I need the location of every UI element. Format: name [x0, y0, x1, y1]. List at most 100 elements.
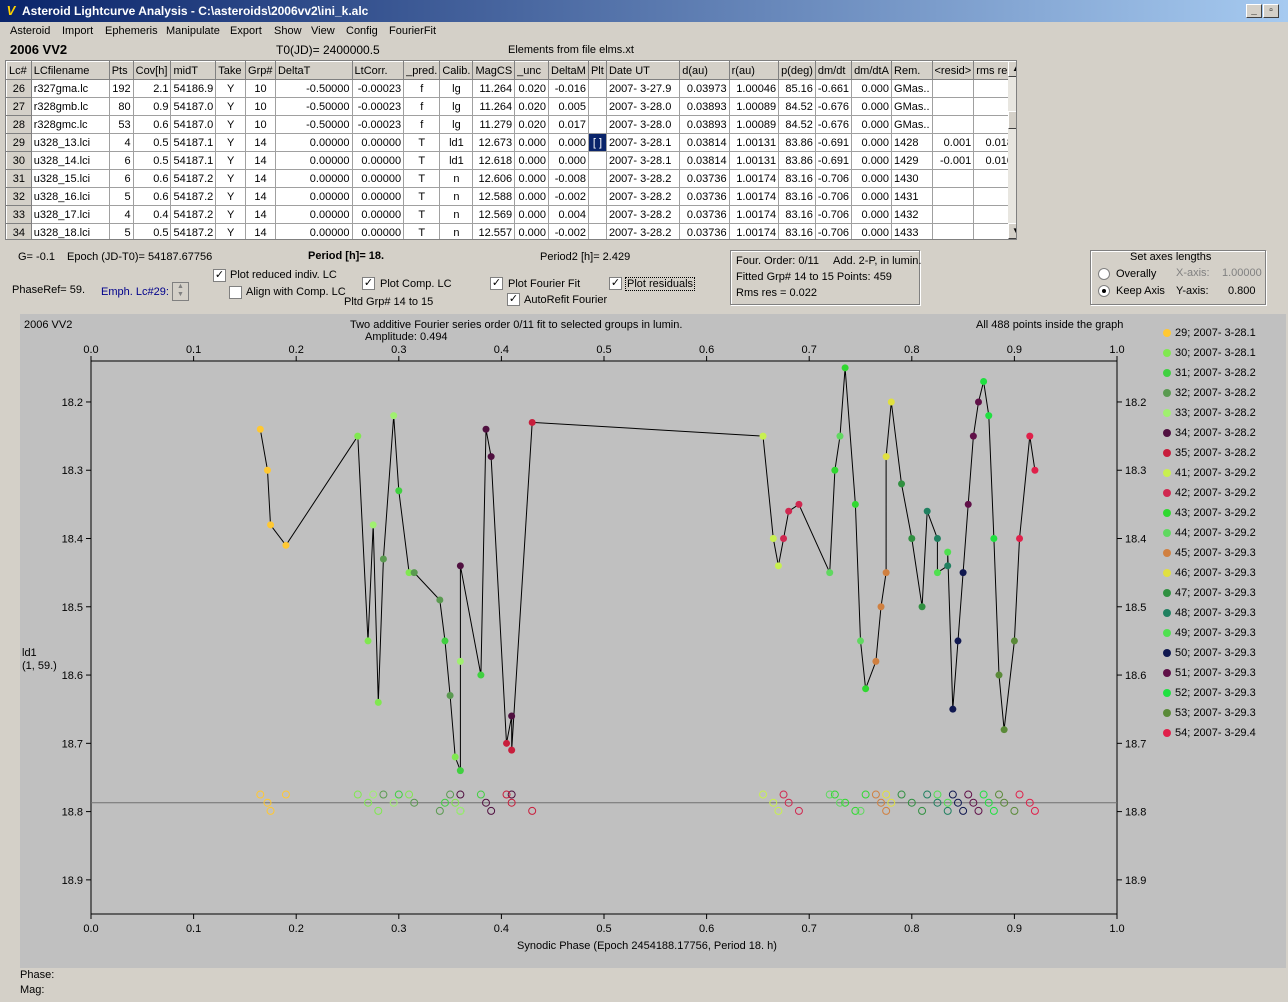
table-cell[interactable]: 1.00174 — [728, 187, 780, 206]
table-cell[interactable]: -0.691 — [814, 151, 853, 170]
table-cell[interactable]: 0.00000 — [274, 205, 353, 224]
column-header[interactable]: rms res — [973, 61, 1016, 80]
table-cell[interactable]: 1.00174 — [728, 223, 780, 239]
table-cell[interactable]: -0.706 — [814, 223, 853, 239]
table-cell[interactable]: 0.017 — [548, 115, 589, 134]
table-cell[interactable]: 32 — [6, 187, 32, 206]
table-cell[interactable]: -0.002 — [548, 223, 589, 239]
table-cell[interactable]: 0.000 — [851, 97, 893, 116]
column-header[interactable]: dm/dt — [814, 61, 853, 80]
table-cell[interactable]: 34 — [6, 223, 32, 239]
maximize-button[interactable]: ▫ — [1263, 4, 1279, 18]
menu-item-config[interactable]: Config — [346, 25, 378, 37]
table-cell[interactable]: 0.000 — [514, 223, 549, 239]
column-header[interactable]: Grp# — [245, 61, 276, 80]
table-cell[interactable]: 0.9 — [132, 97, 172, 116]
column-header[interactable]: p(deg) — [778, 61, 816, 80]
table-cell[interactable]: 14 — [245, 133, 276, 152]
table-cell[interactable]: 54187.1 — [170, 133, 217, 152]
table-cell[interactable]: -0.706 — [814, 169, 853, 188]
table-cell[interactable]: 0.000 — [514, 187, 549, 206]
scroll-down-icon[interactable]: ▼ — [1008, 223, 1016, 239]
table-cell[interactable]: 0.03893 — [679, 115, 730, 134]
table-cell[interactable]: GMas.. — [891, 97, 933, 116]
table-cell[interactable]: 0.6 — [132, 115, 172, 134]
column-header[interactable]: Pts — [108, 61, 134, 80]
menu-item-asteroid[interactable]: Asteroid — [10, 25, 51, 37]
table-cell[interactable]: n — [439, 223, 474, 239]
table-row[interactable]: 27 r328gmb.lc 80 0.9 54187.0 Y 10 -0.50000 -0.00… — [6, 97, 1016, 116]
table-cell[interactable]: 31 — [6, 169, 32, 188]
column-header[interactable]: r(au) — [728, 61, 780, 80]
phase-plot[interactable]: 0.00.00.10.10.20.20.30.30.40.40.50.50.60… — [0, 0, 1160, 970]
table-cell[interactable]: 12.569 — [472, 205, 516, 224]
table-cell[interactable]: 83.16 — [778, 205, 816, 224]
table-cell[interactable]: r327gma.lc — [30, 79, 110, 98]
table-row[interactable]: 31 u328_15.lci 6 0.6 54187.2 Y 14 0.00000 0.0000… — [6, 169, 1016, 188]
minimize-button[interactable]: _ — [1246, 4, 1262, 18]
spin-up-icon[interactable]: ▲ — [177, 283, 184, 290]
plot-reduced-checkbox[interactable]: ✓ — [213, 269, 226, 282]
spin-down-icon[interactable]: ▼ — [177, 291, 184, 298]
menu-item-ephemeris[interactable]: Ephemeris — [105, 25, 158, 37]
table-cell[interactable]: -0.706 — [814, 187, 853, 206]
table-cell[interactable]: 2007- 3-28.1 — [605, 133, 681, 152]
scroll-thumb[interactable] — [1008, 111, 1016, 129]
table-cell[interactable]: 2007- 3-28.0 — [605, 97, 681, 116]
autorefit-checkbox[interactable]: ✓ — [507, 293, 520, 306]
table-cell[interactable]: 2007- 3-28.2 — [605, 223, 681, 239]
table-cell[interactable]: 2.1 — [132, 79, 172, 98]
table-cell[interactable]: 14 — [245, 223, 276, 239]
table-row[interactable]: 34 u328_18.lci 5 0.5 54187.2 Y 14 0.00000 0.0000… — [6, 223, 1016, 239]
keep-axis-radio[interactable] — [1098, 285, 1110, 297]
table-cell[interactable]: 83.16 — [778, 187, 816, 206]
table-cell[interactable]: 0.00000 — [351, 151, 405, 170]
table-cell[interactable]: 1429 — [891, 151, 933, 170]
table-cell[interactable]: 28 — [6, 115, 32, 134]
table-cell[interactable]: 0.000 — [548, 151, 589, 170]
table-cell[interactable]: 2007- 3-28.2 — [605, 205, 681, 224]
table-cell[interactable]: 0.00000 — [351, 205, 405, 224]
column-header[interactable]: Lc# — [6, 61, 32, 80]
column-header[interactable]: DeltaT — [274, 61, 353, 80]
plot-comp-checkbox[interactable]: ✓ — [362, 277, 375, 290]
table-cell[interactable]: T — [403, 205, 441, 224]
table-row[interactable]: 28 r328gmc.lc 53 0.6 54187.0 Y 10 -0.50000 -0.00… — [6, 115, 1016, 134]
table-cell[interactable]: u328_17.lci — [30, 205, 110, 224]
plot-panel[interactable] — [20, 314, 1286, 968]
table-cell[interactable]: ld1 — [439, 133, 474, 152]
menu-item-fourierfit[interactable]: FourierFit — [389, 25, 437, 37]
table-cell[interactable]: 0.00000 — [274, 151, 353, 170]
column-header[interactable]: dm/dtA — [851, 61, 893, 80]
table-cell[interactable]: u328_14.lci — [30, 151, 110, 170]
table-cell[interactable]: 0.03736 — [679, 187, 730, 206]
table-cell[interactable]: 0.020 — [514, 115, 549, 134]
column-header[interactable]: _pred. — [403, 61, 441, 80]
table-cell[interactable]: 1.00131 — [728, 133, 780, 152]
table-scrollbar[interactable]: ▲ ▼ — [1008, 61, 1016, 239]
menu-item-show[interactable]: Show — [274, 25, 302, 37]
table-cell[interactable]: 0.03973 — [679, 79, 730, 98]
align-comp-checkbox[interactable] — [229, 286, 242, 299]
table-cell[interactable]: 0.000 — [514, 151, 549, 170]
period-value[interactable]: Period [h]= 18. — [308, 250, 385, 262]
table-cell[interactable]: 0.03814 — [679, 151, 730, 170]
x-axis-value[interactable]: 1.00000 — [1222, 267, 1262, 279]
table-cell[interactable]: 0.03736 — [679, 223, 730, 239]
column-header[interactable]: midT — [170, 61, 217, 80]
table-cell[interactable]: GMas.. — [891, 115, 933, 134]
scroll-up-icon[interactable]: ▲ — [1008, 61, 1016, 77]
emph-spinner[interactable]: ▲ ▼ — [172, 282, 189, 301]
menu-item-import[interactable]: Import — [62, 25, 94, 37]
plot-fourier-checkbox[interactable]: ✓ — [490, 277, 503, 290]
table-cell[interactable]: 1432 — [891, 205, 933, 224]
table-cell[interactable]: 1433 — [891, 223, 933, 239]
menu-item-export[interactable]: Export — [230, 25, 262, 37]
table-cell[interactable]: 0.00000 — [351, 169, 405, 188]
table-cell[interactable]: 27 — [6, 97, 32, 116]
table-cell[interactable]: T — [403, 187, 441, 206]
y-axis-value[interactable]: 0.800 — [1228, 285, 1256, 297]
table-cell[interactable]: 0.000 — [851, 115, 893, 134]
table-cell[interactable]: 192 — [108, 79, 134, 98]
table-cell[interactable]: 0.000 — [851, 205, 893, 224]
